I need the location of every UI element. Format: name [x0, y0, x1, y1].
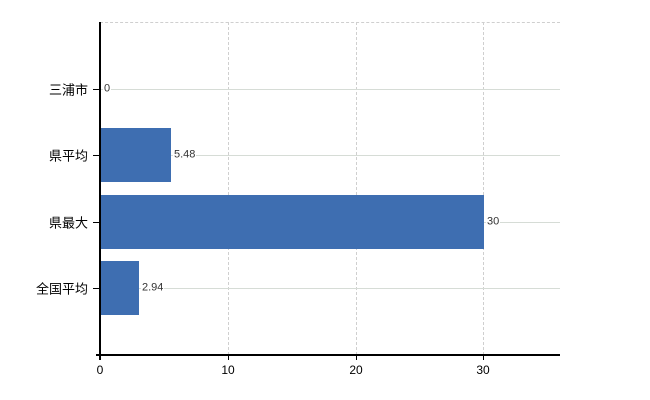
category-label: 県平均 — [48, 148, 88, 164]
bar-value-label: 0 — [103, 82, 112, 96]
category-gridline — [100, 89, 560, 90]
x-tick-label: 20 — [349, 363, 363, 377]
y-axis-tick — [93, 155, 100, 156]
x-gridline — [228, 22, 229, 355]
x-axis-tick — [483, 355, 484, 360]
category-label: 全国平均 — [35, 281, 88, 297]
x-gridline — [483, 22, 484, 355]
y-axis-tick — [93, 288, 100, 289]
x-tick-label: 30 — [476, 363, 490, 377]
y-axis-tick — [93, 89, 100, 90]
x-tick-label: 10 — [221, 363, 235, 377]
x-axis-line — [96, 354, 560, 356]
x-axis-tick — [228, 355, 229, 360]
bar — [101, 128, 171, 182]
bar — [101, 261, 139, 315]
category-gridline — [100, 288, 560, 289]
category-gridline — [100, 155, 560, 156]
category-label: 三浦市 — [48, 82, 88, 98]
y-axis-line — [99, 22, 101, 360]
bar-value-label: 30 — [486, 215, 501, 229]
x-axis-tick — [356, 355, 357, 360]
y-axis-tick — [93, 222, 100, 223]
plot-top-border — [100, 22, 560, 23]
category-label: 県最大 — [48, 215, 88, 231]
bar — [101, 195, 484, 249]
x-tick-label: 0 — [96, 363, 104, 377]
x-gridline — [356, 22, 357, 355]
bar-value-label: 2.94 — [141, 281, 165, 295]
bar-value-label: 5.48 — [173, 148, 197, 162]
